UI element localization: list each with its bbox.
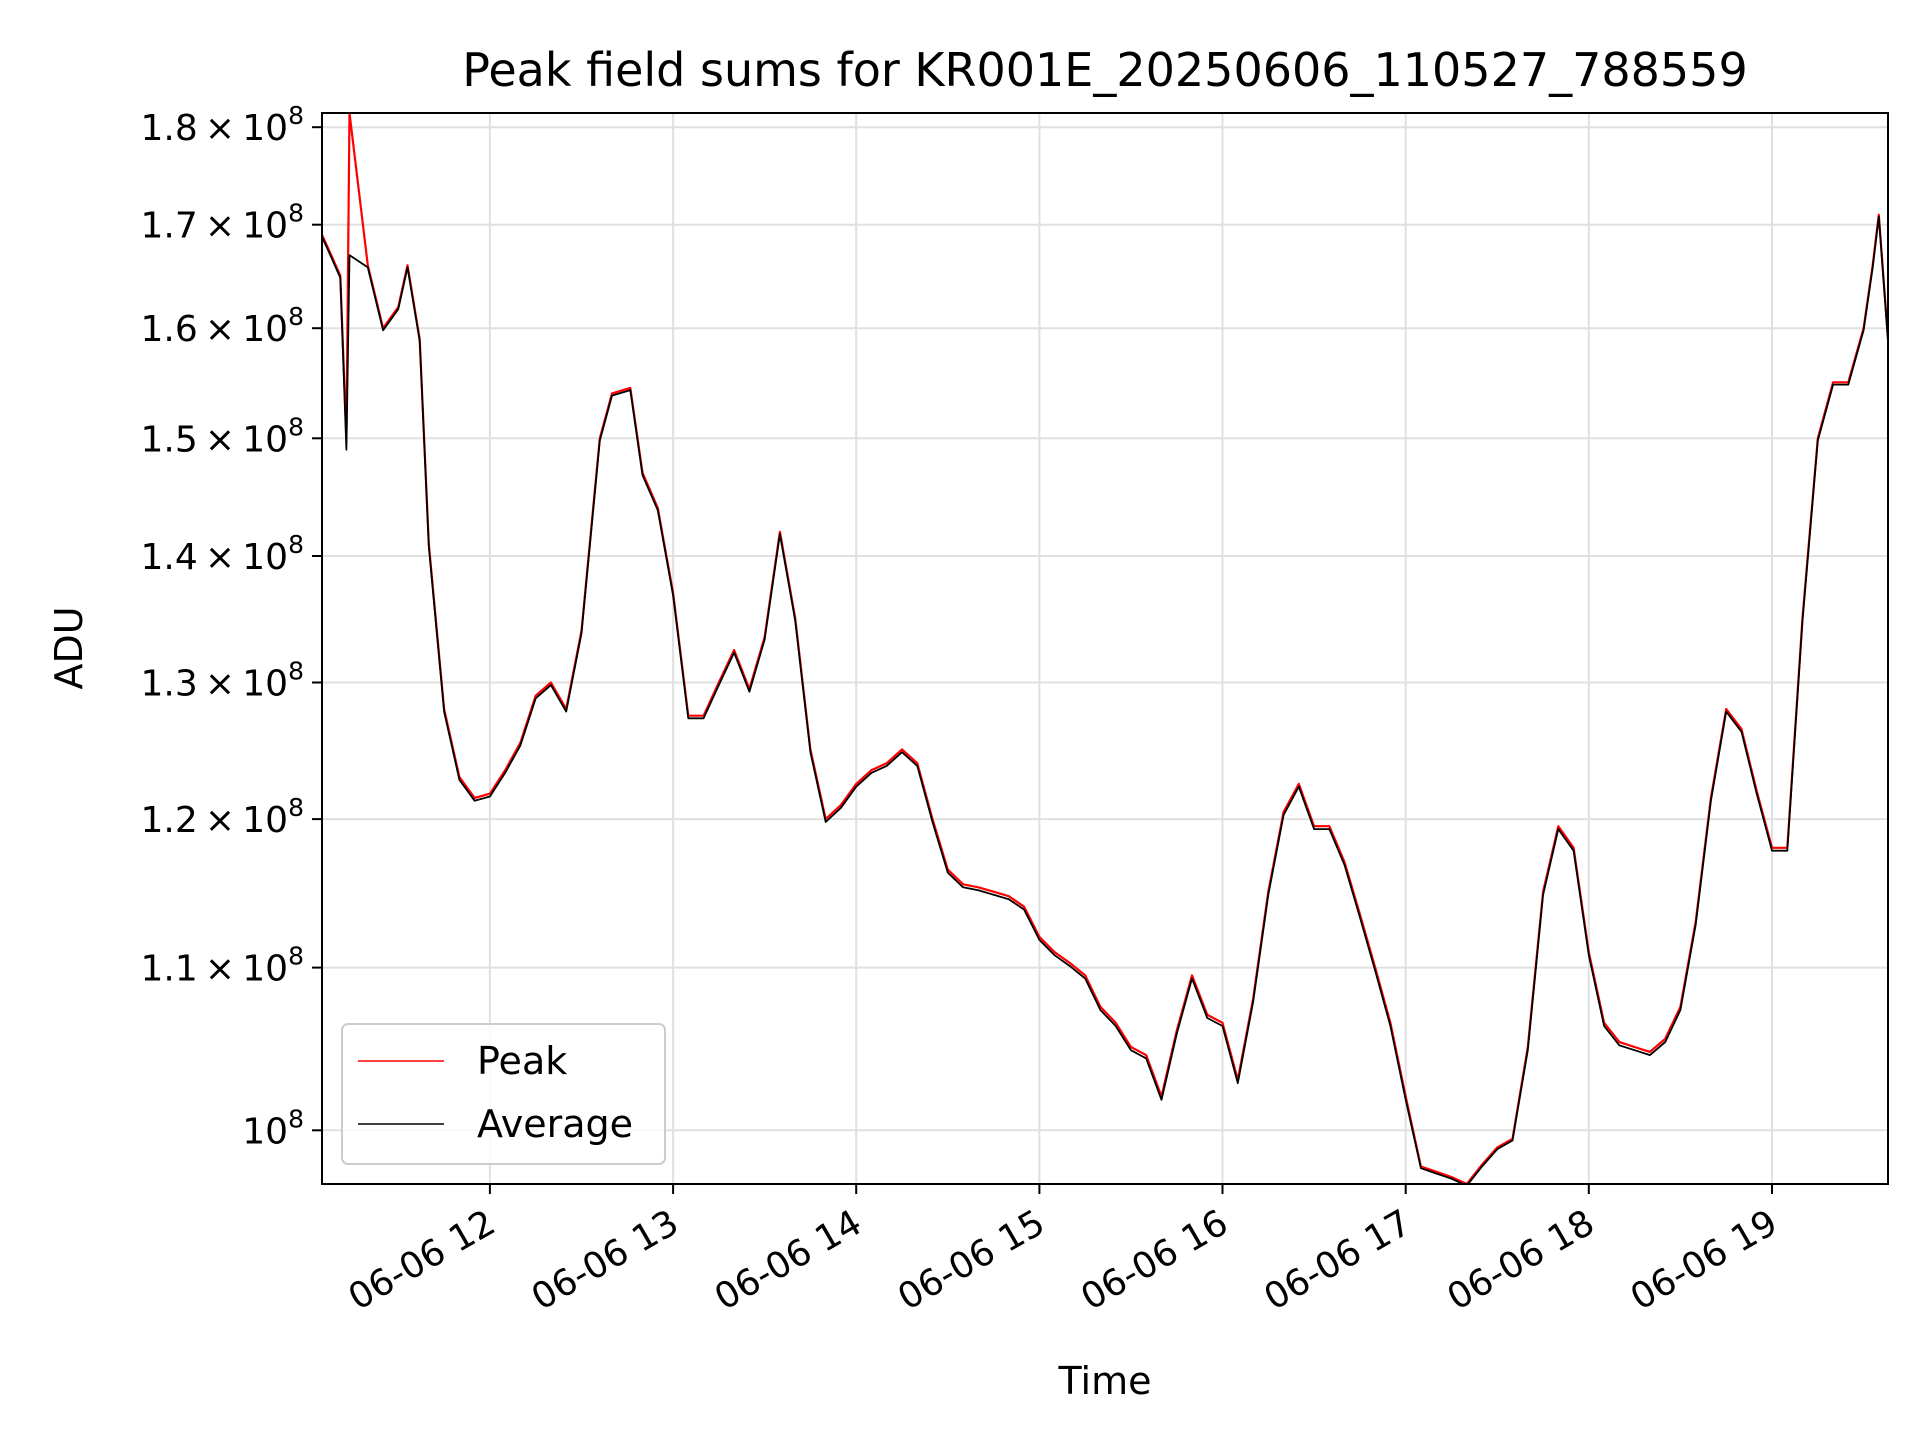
y-axis-label: ADU [47,606,91,689]
y-tick-label: 1.6 × 108 [140,302,304,350]
x-axis-label: Time [1058,1359,1152,1403]
y-tick-label: 1.3 × 108 [140,657,304,705]
series-line-peak [322,113,1888,1184]
y-tick-label: 1.5 × 108 [140,412,304,460]
y-tick-label: 108 [242,1104,304,1152]
y-tick-label: 1.7 × 108 [140,199,304,247]
legend-box [341,1023,666,1165]
y-tick-label: 1.8 × 108 [140,101,304,149]
y-tick-label: 1.4 × 108 [140,530,304,578]
series-layer [322,113,1888,1184]
chart-title: Peak field sums for KR001E_20250606_1105… [462,43,1747,97]
legend-label-peak: Peak [477,1039,567,1083]
legend: Peak Average [341,1023,666,1165]
y-tick-label: 1.2 × 108 [140,793,304,841]
y-tick-label: 1.1 × 108 [140,942,304,990]
legend-label-average: Average [477,1102,633,1146]
plot-frame [321,112,1889,1185]
series-line-average [322,215,1888,1184]
